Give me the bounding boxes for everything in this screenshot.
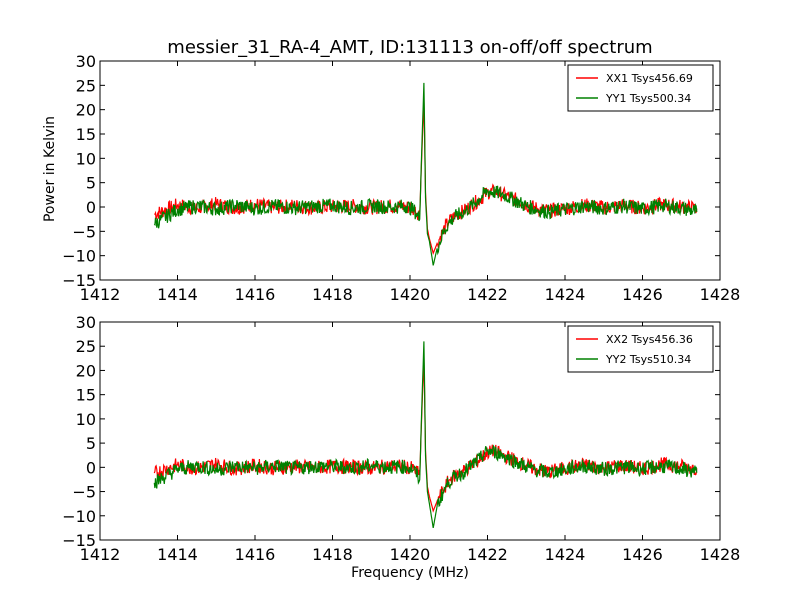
y-tick-label: 25 bbox=[76, 337, 96, 356]
x-tick-label: 1418 bbox=[312, 545, 353, 564]
legend: XX2 Tsys456.36 YY2 Tsys510.34 bbox=[567, 325, 714, 373]
legend-box bbox=[567, 325, 714, 373]
y-tick-label: −15 bbox=[62, 531, 96, 550]
x-tick-label: 1412 bbox=[80, 285, 121, 304]
y-tick-label: 10 bbox=[76, 149, 96, 168]
y-tick-label: 25 bbox=[76, 76, 96, 95]
y-tick-label: 10 bbox=[76, 410, 96, 429]
legend: XX1 Tsys456.69 YY1 Tsys500.34 bbox=[567, 64, 714, 112]
x-tick-label: 1416 bbox=[235, 545, 276, 564]
y-tick-label: −15 bbox=[62, 271, 96, 290]
legend-label: XX1 Tsys456.69 bbox=[606, 72, 693, 85]
top-spectrum-panel: 1412 1414 1416 1418 1420 1422 1424 1426 1428 −15 −… bbox=[62, 52, 740, 304]
bottom-spectrum-panel: 1412 1414 1416 1418 1420 1422 1424 1426 1428 −15 −… bbox=[62, 313, 740, 564]
legend-label: YY2 Tsys510.34 bbox=[605, 353, 691, 366]
x-tick-label: 1428 bbox=[700, 285, 741, 304]
x-tick-label: 1414 bbox=[157, 545, 198, 564]
y-tick-label: −5 bbox=[72, 222, 96, 241]
legend-label: YY1 Tsys500.34 bbox=[605, 92, 691, 105]
x-axis-label: Frequency (MHz) bbox=[351, 565, 469, 581]
x-tick-label: 1424 bbox=[545, 285, 586, 304]
x-tick-label: 1426 bbox=[622, 545, 663, 564]
x-tick-label: 1422 bbox=[467, 285, 508, 304]
series-line-1-1 bbox=[153, 341, 698, 529]
y-tick-label: 30 bbox=[76, 52, 96, 71]
y-tick-label: 30 bbox=[76, 313, 96, 332]
x-tick-label: 1418 bbox=[312, 285, 353, 304]
y-axis-label: Power in Kelvin bbox=[42, 116, 58, 222]
y-tick-label: −5 bbox=[72, 483, 96, 502]
x-tick-label: 1420 bbox=[390, 545, 431, 564]
x-tick-label: 1420 bbox=[390, 285, 431, 304]
x-tick-label: 1412 bbox=[80, 545, 121, 564]
y-tick-label: 5 bbox=[86, 434, 96, 453]
y-tick-label: −10 bbox=[62, 247, 96, 266]
y-tick-label: −10 bbox=[62, 507, 96, 526]
y-tick-label: 5 bbox=[86, 174, 96, 193]
x-tick-label: 1414 bbox=[157, 285, 198, 304]
x-tick-label: 1416 bbox=[235, 285, 276, 304]
x-tick-label: 1426 bbox=[622, 285, 663, 304]
y-tick-label: 0 bbox=[86, 458, 96, 477]
legend-label: XX2 Tsys456.36 bbox=[606, 333, 693, 346]
figure-title: messier_31_RA-4_AMT, ID:131113 on-off/of… bbox=[167, 37, 652, 58]
x-tick-label: 1428 bbox=[700, 545, 741, 564]
y-tick-label: 15 bbox=[76, 386, 96, 405]
y-tick-label: 15 bbox=[76, 125, 96, 144]
y-tick-label: 20 bbox=[76, 361, 96, 380]
series-line-0-1 bbox=[153, 82, 698, 266]
y-tick-label: 0 bbox=[86, 198, 96, 217]
x-tick-label: 1424 bbox=[545, 545, 586, 564]
y-tick-label: 20 bbox=[76, 101, 96, 120]
x-tick-label: 1422 bbox=[467, 545, 508, 564]
legend-box bbox=[567, 64, 714, 112]
